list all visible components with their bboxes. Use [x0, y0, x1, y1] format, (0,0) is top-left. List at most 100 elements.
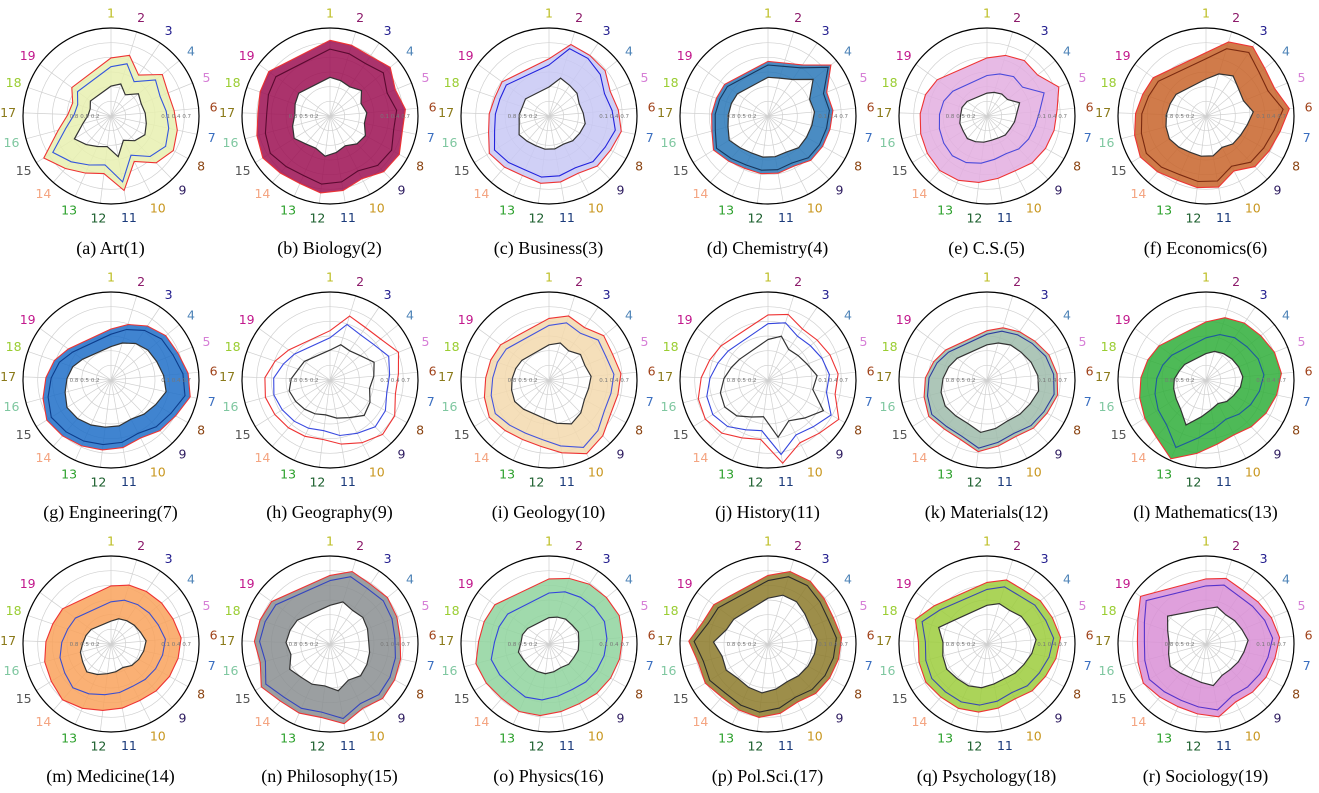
radial-tick-label: 0.5	[956, 378, 965, 384]
radar-plot: 0.8 0.5 0.2 0.1 0.4 0.71 234567891011121314151…	[1095, 6, 1312, 226]
spoke-line	[110, 324, 180, 381]
spoke-label: 8	[416, 422, 424, 437]
spoke-label: 8	[416, 158, 424, 173]
spoke-label: 16	[223, 663, 239, 678]
radial-tick-label: 0.8	[946, 378, 955, 384]
spoke-label: 17	[876, 369, 892, 384]
radar-panel: 0.8 0.5 0.2 0.1 0.4 0.7 1 2 3 4 5 6 7 8 9 10 11 12 13 14 15 1…	[0, 264, 220, 528]
spoke-label: 14	[35, 714, 51, 729]
radial-tick-label: 0.5	[956, 114, 965, 120]
min-series-line	[937, 602, 1037, 689]
radial-tick-label: 0.1	[1256, 378, 1265, 384]
spoke-label: 4	[1063, 44, 1071, 59]
spoke-label: 13	[61, 203, 77, 218]
panel-caption: (o) Physics(16)	[493, 766, 604, 786]
spoke-line	[767, 306, 818, 381]
spoke-label: 12	[309, 211, 325, 226]
spoke-label: 1	[326, 6, 334, 21]
spoke-label: 16	[4, 135, 20, 150]
spoke-label: 1	[983, 6, 991, 21]
spoke-label: 5	[422, 334, 430, 349]
mean-series-line	[490, 591, 608, 701]
spoke-label: 4	[406, 572, 414, 587]
spoke-label: 7	[208, 130, 216, 145]
spoke-label: 17	[0, 633, 16, 648]
spoke-label: 7	[1303, 658, 1311, 673]
radial-tick-label: 0.5	[1175, 378, 1184, 384]
panel-caption: (f) Economics(6)	[1143, 238, 1268, 258]
spoke-label: 2	[356, 10, 364, 25]
spoke-label: 17	[219, 633, 235, 648]
spoke-label: 16	[1099, 399, 1115, 414]
radial-tick-label: 0.5	[299, 114, 308, 120]
spoke-label: 8	[854, 158, 862, 173]
spoke-label: 5	[1298, 334, 1306, 349]
spoke-label: 5	[1298, 70, 1306, 85]
spoke-label: 15	[235, 163, 251, 178]
spoke-label: 14	[911, 714, 927, 729]
spoke-line	[23, 112, 112, 117]
spoke-label: 12	[528, 475, 544, 490]
spoke-label: 3	[384, 551, 392, 566]
radial-tick-label: 0.4	[391, 114, 400, 120]
spoke-label: 12	[1185, 475, 1201, 490]
spoke-label: 3	[822, 23, 830, 38]
radial-tick-label: 0.4	[610, 642, 619, 648]
spoke-label: 6	[1086, 628, 1094, 643]
spoke-label: 17	[657, 105, 673, 120]
spoke-label: 3	[165, 287, 173, 302]
spoke-line	[986, 643, 1074, 663]
spoke-label: 19	[1115, 312, 1131, 327]
mean-series-line	[264, 48, 398, 185]
radial-tick-label: 0.2	[310, 114, 319, 120]
spoke-label: 3	[603, 287, 611, 302]
panel-caption: (l) Mathematics(13)	[1133, 502, 1278, 522]
spoke-label: 11	[997, 210, 1013, 225]
spoke-label: 15	[1111, 691, 1127, 706]
spoke-label: 11	[778, 738, 794, 753]
spoke-label: 9	[1274, 447, 1282, 462]
radial-tick-label: 0.8	[727, 642, 736, 648]
spoke-label: 17	[1095, 633, 1111, 648]
spoke-line	[110, 379, 127, 467]
spoke-label: 19	[458, 48, 474, 63]
radial-tick-label: 0.1	[818, 642, 827, 648]
spoke-label: 13	[937, 731, 953, 746]
distribution-band	[1137, 578, 1280, 717]
radial-tick-label: 0.7	[182, 642, 191, 648]
spoke-label: 14	[692, 714, 708, 729]
radial-tick-label: 0.4	[1048, 378, 1057, 384]
spoke-label: 9	[1274, 711, 1282, 726]
radar-plot: 0.8 0.5 0.2 0.1 0.4 0.71 234567891011121314151…	[876, 270, 1093, 490]
radar-panel: 0.8 0.5 0.2 0.1 0.4 0.7 1 2 3 4 5 6 7 8 9 10 11 12 13 14 15 1…	[657, 264, 877, 528]
panel-caption: (d) Chemistry(4)	[706, 238, 829, 258]
radial-tick-label: 0.7	[1277, 114, 1286, 120]
spoke-label: 18	[6, 603, 22, 618]
spoke-label: 18	[882, 339, 898, 354]
spoke-label: 6	[867, 364, 875, 379]
spoke-label: 11	[997, 474, 1013, 489]
spoke-label: 17	[219, 105, 235, 120]
max-series-line	[256, 39, 406, 194]
radial-tick-label: 0.1	[161, 642, 170, 648]
radial-tick-label: 0.5	[1175, 114, 1184, 120]
spoke-label: 12	[528, 739, 544, 754]
spoke-label: 6	[429, 364, 437, 379]
radial-tick-label: 0.4	[829, 114, 838, 120]
spoke-label: 1	[326, 534, 334, 549]
mean-series-line	[273, 323, 391, 437]
spoke-line	[975, 379, 988, 468]
radar-panel: 0.8 0.5 0.2 0.1 0.4 0.7 1 2 3 4 5 6 7 8 9 10 11 12 13 14 15 1…	[657, 528, 877, 792]
spoke-label: 5	[203, 70, 211, 85]
min-series-line	[712, 594, 818, 694]
spoke-label: 5	[860, 334, 868, 349]
radial-tick-label: 0.2	[1186, 378, 1195, 384]
spoke-label: 10	[369, 200, 385, 215]
spoke-line	[731, 643, 769, 725]
radial-tick-label: 0.1	[818, 114, 827, 120]
spoke-label: 10	[1026, 728, 1042, 743]
radial-tick-label: 0.7	[1058, 114, 1067, 120]
spoke-label: 4	[406, 44, 414, 59]
spoke-label: 13	[280, 467, 296, 482]
spoke-line	[767, 643, 846, 688]
